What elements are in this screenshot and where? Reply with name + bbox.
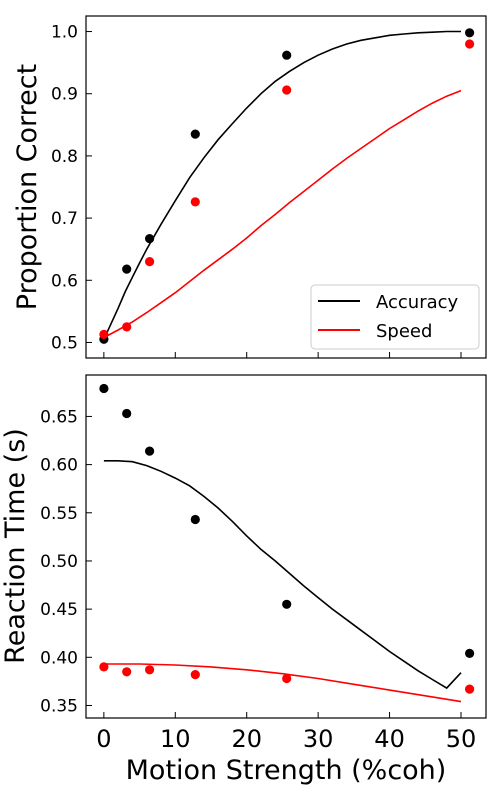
- y-tick-label: 0.8: [51, 147, 78, 167]
- bottom-series-lines: [103, 460, 462, 703]
- top-plot-frame: [85, 15, 487, 359]
- y-tick-label: 0.40: [40, 648, 78, 668]
- accuracy-panel: 0.5 0.6 0.7 0.8 0.9 1.0 Proportion Correct Ac…: [12, 15, 487, 359]
- y-tick-label: 0.45: [40, 600, 78, 620]
- series-line-speed: [103, 663, 462, 703]
- y-tick-label: 0.55: [40, 504, 78, 524]
- series-line-accuracy: [103, 30, 461, 340]
- data-point-accuracy: [190, 129, 200, 139]
- legend: Accuracy Speed: [310, 284, 480, 350]
- data-point-accuracy: [145, 446, 155, 456]
- data-point-speed: [190, 197, 200, 207]
- top-series-points: [99, 28, 475, 344]
- data-point-accuracy: [122, 408, 132, 419]
- x-tick-label: 50: [446, 725, 477, 753]
- data-point-accuracy: [145, 234, 155, 244]
- data-point-speed: [282, 673, 292, 684]
- data-point-accuracy: [282, 599, 292, 609]
- top-y-ticks: 0.5 0.6 0.7 0.8 0.9 1.0: [51, 23, 92, 353]
- series-line-accuracy: [103, 460, 462, 690]
- bottom-series-points: [99, 383, 475, 694]
- data-point-speed: [99, 662, 109, 672]
- data-point-accuracy: [282, 50, 292, 60]
- data-point-accuracy: [465, 648, 475, 659]
- data-point-accuracy: [465, 28, 475, 38]
- data-point-accuracy: [190, 514, 200, 525]
- data-point-speed: [145, 665, 155, 675]
- bottom-y-axis-label: Reaction Time (s): [0, 428, 31, 664]
- data-point-speed: [465, 39, 475, 49]
- data-point-accuracy: [99, 383, 109, 394]
- data-point-speed: [282, 85, 292, 95]
- top-series-lines: [103, 30, 462, 340]
- top-y-axis-label: Proportion Correct: [12, 64, 43, 310]
- series-line-speed: [103, 89, 462, 339]
- y-tick-label: 0.5: [51, 333, 78, 353]
- x-tick-label: 20: [231, 725, 262, 753]
- x-tick-label: 30: [303, 725, 334, 753]
- top-x-ticks: [103, 352, 462, 358]
- reaction-time-panel: 0 10 20 30 40 50 0.35 0.40 0.45 0.50 0.55 0.60 0.65…: [0, 374, 487, 786]
- y-tick-label: 1.0: [51, 23, 78, 43]
- x-tick-label: 10: [160, 725, 191, 753]
- legend-accuracy-label: Accuracy: [376, 292, 459, 313]
- y-tick-label: 0.9: [51, 85, 78, 105]
- y-tick-label: 0.6: [51, 271, 78, 291]
- data-point-speed: [122, 322, 132, 332]
- data-point-accuracy: [122, 264, 132, 274]
- y-tick-label: 0.35: [40, 696, 78, 716]
- x-tick-label: 0: [96, 725, 111, 753]
- data-point-speed: [465, 684, 475, 694]
- y-tick-label: 0.7: [51, 209, 78, 229]
- y-tick-label: 0.60: [40, 456, 78, 476]
- data-point-speed: [145, 257, 155, 267]
- data-point-speed: [190, 670, 200, 680]
- bottom-x-axis-label: Motion Strength (%coh): [126, 755, 447, 786]
- data-point-speed: [99, 329, 109, 339]
- bottom-y-ticks: 0.35 0.40 0.45 0.50 0.55 0.60 0.65: [40, 407, 92, 716]
- bottom-x-ticks: 0 10 20 30 40 50: [96, 712, 476, 753]
- y-tick-label: 0.65: [40, 407, 78, 427]
- bottom-plot-frame: [85, 374, 487, 719]
- data-point-speed: [122, 667, 132, 677]
- legend-speed-label: Speed: [376, 321, 432, 342]
- x-tick-label: 40: [374, 725, 405, 753]
- y-tick-label: 0.50: [40, 552, 78, 572]
